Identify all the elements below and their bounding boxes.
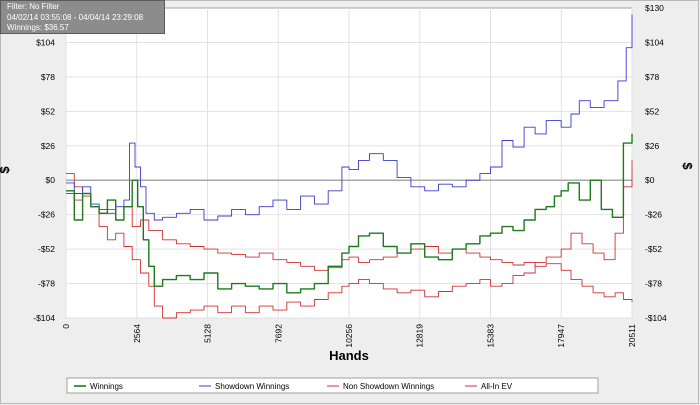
y-axis-title-right: $	[680, 162, 695, 170]
y-tick-label-right: $52	[645, 106, 659, 116]
filter-label: Filter: No Filter	[7, 2, 60, 11]
y-tick-label-left: $104	[36, 37, 55, 47]
y-tick-label-right: -$78	[645, 279, 662, 289]
y-tick-label-right: -$26	[645, 210, 662, 220]
series-line-showdown	[66, 14, 633, 221]
legend-label-winnings: Winnings	[90, 382, 123, 391]
y-tick-label-right: $0	[645, 175, 655, 185]
y-tick-labels-right: $130 $104 $78 $52 $26 $0 -$26 -$52 -$78 -$104	[645, 3, 667, 323]
x-tick-label: 0	[61, 324, 71, 329]
x-tick-label: 2564	[132, 324, 142, 343]
y-tick-label-right: $130	[645, 3, 664, 13]
x-tick-labels: 0 2564 5128 7692 10256 12819 15383 17947 20511	[61, 324, 637, 348]
date-range-label: 04/02/14 03:55:08 - 04/04/14 23:29:08	[7, 12, 144, 22]
y-tick-label-left: $26	[41, 141, 55, 151]
y-tick-label-left: -$52	[38, 244, 55, 254]
x-axis-title: Hands	[329, 348, 369, 363]
series-line-all_in_ev	[66, 193, 633, 303]
x-tick-label: 12819	[415, 324, 425, 348]
y-tick-label-left: -$26	[38, 210, 55, 220]
legend: Winnings Showdown Winnings Non Showdown Wi…	[74, 382, 513, 391]
y-tick-label-right: $78	[645, 72, 659, 82]
x-tick-label: 20511	[627, 324, 637, 347]
series-group	[66, 14, 633, 319]
y-tick-label-left: $78	[41, 72, 55, 82]
winnings-label: Winnings: $36.57	[7, 23, 69, 32]
y-tick-label-right: -$52	[645, 244, 662, 254]
y-tick-label-right: -$104	[645, 313, 667, 323]
legend-label-non_showdown: Non Showdown Winnings	[343, 382, 434, 391]
y-tick-label-right: $104	[645, 37, 664, 47]
y-tick-labels-left: $104 $78 $52 $26 $0 -$26 -$52 -$78 -$104	[33, 37, 55, 323]
x-tick-label: 15383	[485, 324, 495, 348]
y-tick-label-right: $26	[645, 141, 659, 151]
x-tick-label: 5128	[203, 324, 213, 343]
y-tick-label-left: $0	[46, 175, 56, 185]
x-tick-label: 17947	[556, 324, 566, 348]
x-tick-label: 7692	[273, 324, 283, 343]
series-line-non_showdown	[66, 160, 633, 319]
filter-info-box: Filter: No Filter 04/02/14 03:55:08 - 04…	[0, 0, 165, 34]
y-tick-label-left: -$78	[38, 279, 55, 289]
legend-label-all_in_ev: All-In EV	[481, 382, 513, 391]
y-tick-label-left: -$104	[33, 313, 55, 323]
series-line-winnings	[66, 133, 633, 294]
y-axis-title-left: $	[0, 166, 12, 174]
x-tick-label: 10256	[344, 324, 354, 348]
legend-label-showdown: Showdown Winnings	[215, 382, 289, 391]
y-tick-label-left: $52	[41, 106, 55, 116]
